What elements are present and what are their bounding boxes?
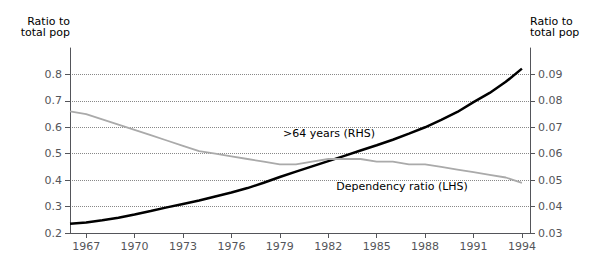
svg-text:>64 years (RHS): >64 years (RHS) <box>283 127 375 140</box>
svg-text:Ratio to: Ratio to <box>530 15 573 28</box>
svg-text:0.6: 0.6 <box>45 121 63 134</box>
svg-text:0.03: 0.03 <box>538 227 563 240</box>
svg-text:1985: 1985 <box>363 240 391 253</box>
svg-text:1973: 1973 <box>169 240 197 253</box>
svg-text:0.3: 0.3 <box>45 200 63 213</box>
svg-text:0.4: 0.4 <box>45 174 63 187</box>
svg-text:0.05: 0.05 <box>538 174 563 187</box>
svg-text:0.8: 0.8 <box>45 68 63 81</box>
svg-text:0.07: 0.07 <box>538 121 563 134</box>
svg-text:total pop: total pop <box>530 26 579 39</box>
svg-text:Ratio to: Ratio to <box>27 15 70 28</box>
svg-text:0.04: 0.04 <box>538 200 563 213</box>
svg-text:1994: 1994 <box>508 240 536 253</box>
svg-text:1979: 1979 <box>266 240 294 253</box>
svg-text:0.06: 0.06 <box>538 147 563 160</box>
svg-text:0.2: 0.2 <box>45 227 63 240</box>
svg-text:1976: 1976 <box>217 240 245 253</box>
svg-text:1982: 1982 <box>314 240 342 253</box>
svg-text:0.09: 0.09 <box>538 68 563 81</box>
svg-text:0.7: 0.7 <box>45 94 63 107</box>
svg-text:1991: 1991 <box>460 240 488 253</box>
svg-text:Dependency ratio (LHS): Dependency ratio (LHS) <box>336 180 468 193</box>
svg-text:0.5: 0.5 <box>45 147 63 160</box>
svg-text:1970: 1970 <box>121 240 149 253</box>
svg-text:0.08: 0.08 <box>538 94 563 107</box>
svg-text:1967: 1967 <box>72 240 100 253</box>
svg-text:total pop: total pop <box>21 26 70 39</box>
svg-text:1988: 1988 <box>411 240 439 253</box>
